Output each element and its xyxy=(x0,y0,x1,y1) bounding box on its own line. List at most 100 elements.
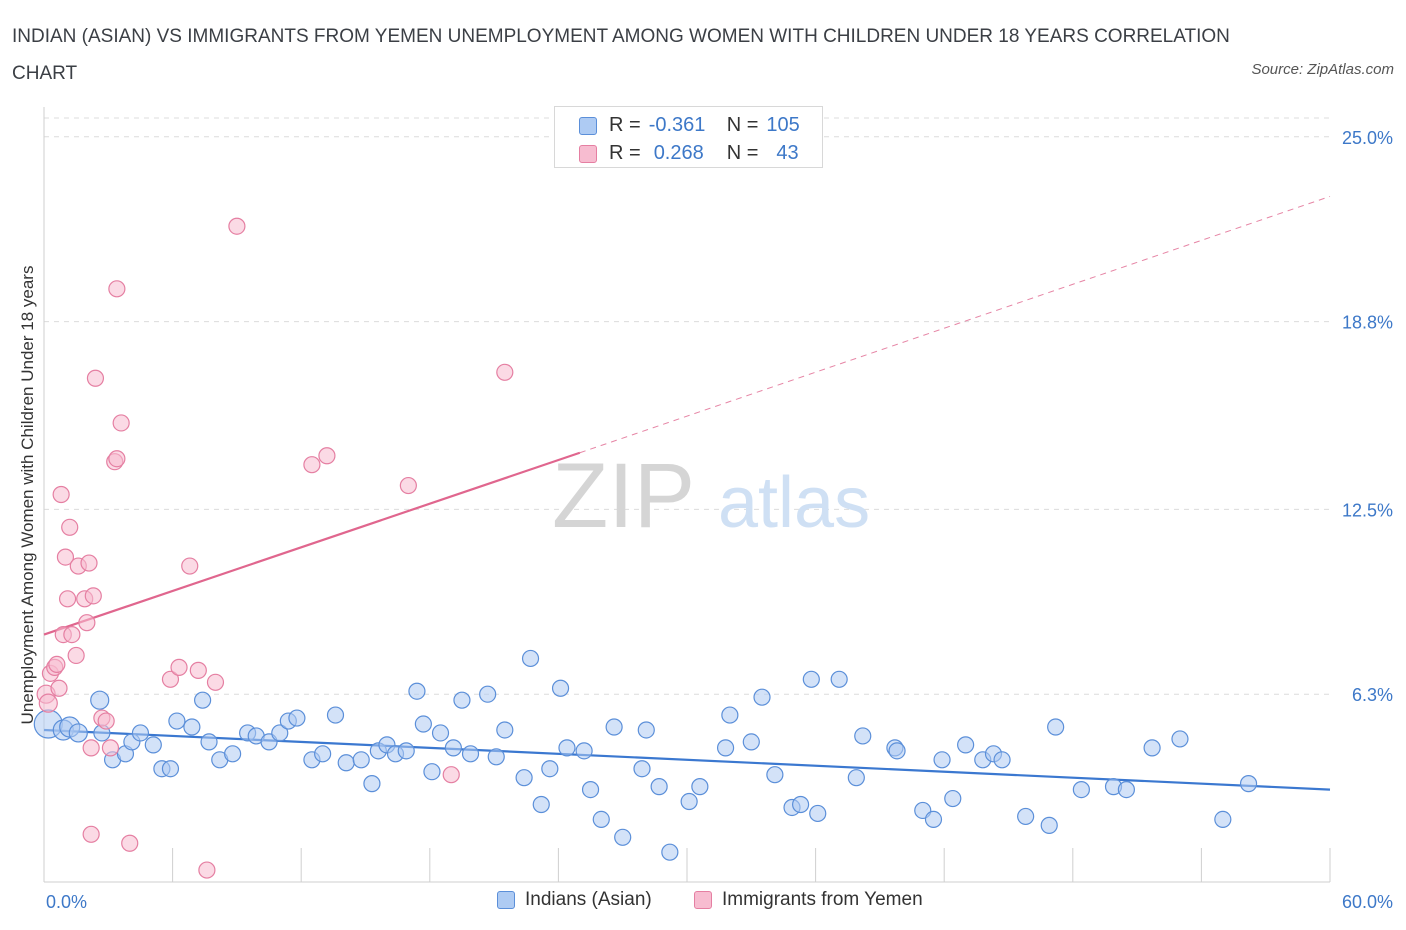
stats-r-value: -0.361 xyxy=(648,114,706,136)
yemen-point xyxy=(496,363,514,381)
indians-point xyxy=(337,754,355,772)
yemen-point xyxy=(206,673,225,691)
indians-point xyxy=(161,760,180,778)
y-axis-label: Unemployment Among Women with Children U… xyxy=(18,266,37,725)
indians-point xyxy=(924,810,943,829)
yemen-point xyxy=(84,587,102,605)
stats-swatch-pink xyxy=(579,144,597,163)
yemen-point xyxy=(63,625,81,644)
indians-point xyxy=(352,751,370,769)
stats-n-label: N = xyxy=(726,142,759,164)
yemen-point xyxy=(82,739,100,757)
indians-point xyxy=(423,763,441,781)
indians-point xyxy=(541,760,559,778)
indians-point xyxy=(183,718,201,736)
watermark-zip: ZIP xyxy=(552,445,695,547)
x-tick-label: 0.0% xyxy=(46,892,87,912)
yemen-trend-extension xyxy=(579,195,1331,454)
indians-point xyxy=(131,724,150,742)
indians-point xyxy=(90,690,110,710)
y-tick-label: 25.0% xyxy=(1342,128,1393,148)
indians-point xyxy=(716,739,735,757)
indians-point xyxy=(200,733,218,751)
legend-item-indians[interactable]: Indians (Asian) xyxy=(497,889,652,911)
y-tick-label: 12.5% xyxy=(1342,500,1393,520)
stats-r-value: 0.268 xyxy=(653,142,704,164)
indians-point xyxy=(224,745,242,763)
indians-point xyxy=(521,649,540,668)
indians-point xyxy=(551,679,570,697)
x-tick-label: 60.0% xyxy=(1342,892,1393,912)
chart-title: INDIAN (ASIAN) VS IMMIGRANTS FROM YEMEN … xyxy=(12,26,1230,84)
legend-item-yemen[interactable]: Immigrants from Yemen xyxy=(694,889,923,911)
indians-point xyxy=(1239,775,1258,793)
stats-r-label: R = xyxy=(609,142,641,164)
yemen-point xyxy=(38,693,58,713)
yemen-point xyxy=(442,766,460,784)
indians-point xyxy=(637,721,655,739)
yemen-point xyxy=(50,679,68,697)
indians-point xyxy=(957,736,975,754)
legend-swatch-pink xyxy=(694,891,712,909)
yemen-point xyxy=(48,655,66,674)
stats-r-label: R = xyxy=(609,114,641,136)
indians-point xyxy=(271,724,289,742)
yemen-point xyxy=(198,861,216,879)
indians-point xyxy=(721,706,739,724)
yemen-point xyxy=(170,658,188,676)
yemen-point xyxy=(67,646,85,665)
indians-point xyxy=(830,670,848,688)
yemen-point xyxy=(58,590,77,608)
indians-point xyxy=(633,760,651,778)
yemen-point xyxy=(108,280,126,298)
indians-point xyxy=(605,718,623,736)
indians-point xyxy=(691,778,709,796)
indians-point xyxy=(1143,739,1161,757)
indians-point xyxy=(1047,718,1065,736)
indians-point xyxy=(453,691,471,709)
yemen-point xyxy=(318,447,336,465)
indians-point xyxy=(933,751,951,769)
yemen-point xyxy=(56,548,75,566)
indians-point xyxy=(532,795,550,814)
legend-swatch-blue xyxy=(497,891,515,909)
indians-point xyxy=(592,810,610,829)
x-tick-labels: 0.0% 60.0% xyxy=(46,892,1393,912)
yemen-point xyxy=(86,369,105,387)
indians-point xyxy=(194,691,212,709)
yemen-point xyxy=(78,614,96,632)
indians-point xyxy=(1040,816,1058,834)
indians-point xyxy=(581,780,600,799)
stats-n-value: 43 xyxy=(776,142,799,164)
yemen-point xyxy=(112,414,130,432)
yemen-point xyxy=(189,661,207,679)
indians-point xyxy=(1117,780,1135,799)
indians-point xyxy=(487,748,505,766)
yemen-point xyxy=(52,485,70,504)
indians-point xyxy=(414,715,432,733)
y-tick-label: 6.3% xyxy=(1352,685,1393,705)
indians-point xyxy=(993,751,1011,769)
data-points xyxy=(33,217,1258,879)
indians-point xyxy=(854,727,872,745)
indians-point xyxy=(614,828,632,846)
indians-point xyxy=(809,804,827,823)
indians-point xyxy=(397,742,415,760)
stats-swatch-blue xyxy=(579,116,597,135)
yemen-point xyxy=(161,670,180,688)
stats-n-label: N = xyxy=(726,114,759,136)
indians-point xyxy=(168,712,186,730)
axes xyxy=(43,107,1330,883)
stats-n-value: 105 xyxy=(766,114,800,136)
indians-point xyxy=(479,685,497,703)
indians-point xyxy=(68,723,88,743)
indians-point xyxy=(1017,807,1035,826)
indians-point xyxy=(144,736,162,754)
indians-point xyxy=(408,682,426,700)
indians-point xyxy=(515,769,533,787)
indians-point xyxy=(431,724,450,742)
yemen-point xyxy=(228,217,246,235)
bottom-legend: Indians (Asian) Immigrants from Yemen xyxy=(0,889,1406,915)
yemen-point xyxy=(303,456,321,474)
